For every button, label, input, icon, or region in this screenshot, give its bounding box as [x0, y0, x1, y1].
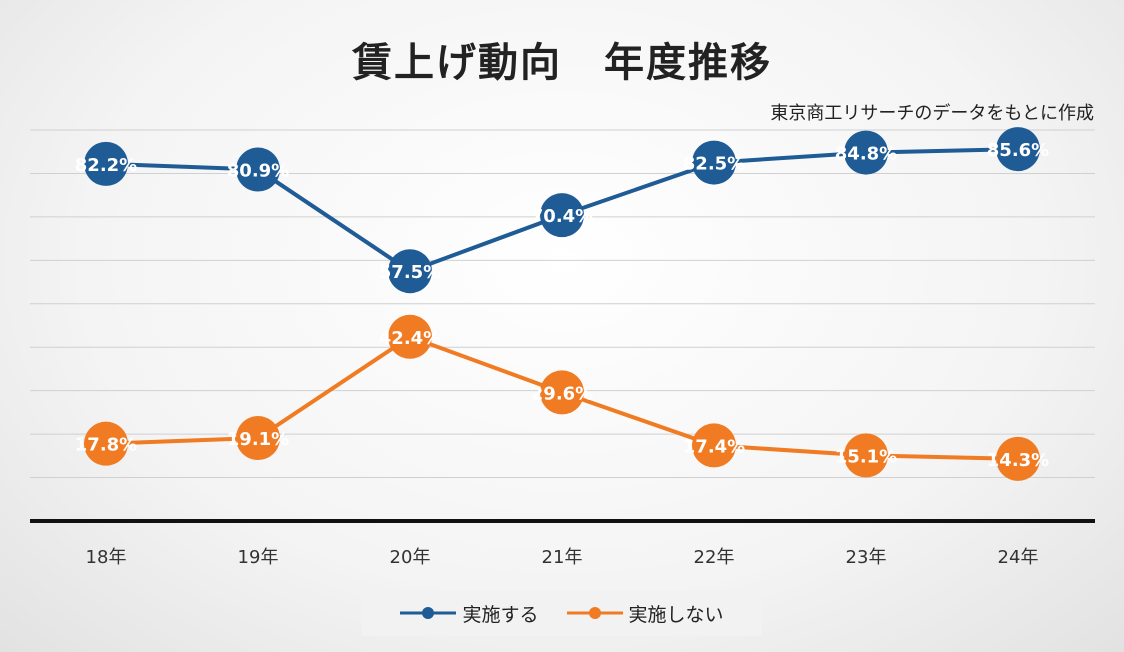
data-label: 57.5% [379, 262, 441, 283]
data-point [844, 130, 888, 175]
data-label: 17.8% [75, 435, 137, 456]
legend-label: 実施する [462, 603, 539, 626]
data-label: 29.6% [531, 383, 593, 404]
data-label: 80.9% [227, 161, 289, 182]
data-point [844, 433, 888, 478]
data-label: 15.1% [835, 446, 897, 467]
chart-title: 賃上げ動向 年度推移 [352, 40, 772, 86]
data-point [692, 140, 736, 185]
data-label: 19.1% [227, 429, 289, 450]
x-tick-label: 21年 [542, 547, 583, 568]
data-point [388, 249, 432, 294]
data-point [692, 423, 736, 468]
legend-item-not-implement: 実施しない [566, 600, 724, 627]
data-point [236, 416, 280, 461]
data-point [996, 436, 1040, 481]
x-tick-label: 22年 [694, 547, 735, 568]
legend-marker-orange [566, 607, 623, 619]
data-label: 82.2% [75, 155, 137, 176]
x-tick-label: 23年 [846, 547, 887, 568]
x-tick-label: 24年 [998, 547, 1039, 568]
data-point [388, 314, 432, 359]
data-label: 84.8% [835, 144, 897, 165]
legend-marker-blue [400, 607, 457, 619]
data-point [540, 193, 584, 238]
data-point [84, 421, 128, 466]
data-label: 82.5% [683, 154, 745, 175]
data-label: 17.4% [683, 436, 745, 457]
legend-label: 実施しない [628, 603, 724, 626]
x-tick-label: 19年 [238, 547, 279, 568]
data-label: 70.4% [531, 206, 593, 227]
data-point [84, 141, 128, 186]
x-tick-label: 20年 [390, 547, 431, 568]
data-label: 42.4% [379, 328, 441, 349]
legend-item-implement: 実施する [400, 600, 539, 627]
data-point [540, 370, 584, 415]
legend: 実施する 実施しない [362, 590, 762, 636]
data-point [996, 127, 1040, 172]
data-label: 14.3% [987, 450, 1049, 471]
data-label: 85.6% [987, 140, 1049, 161]
x-tick-label: 18年 [86, 547, 127, 568]
source-note: 東京商工リサーチのデータをもとに作成 [770, 103, 1094, 124]
data-point [236, 147, 280, 192]
